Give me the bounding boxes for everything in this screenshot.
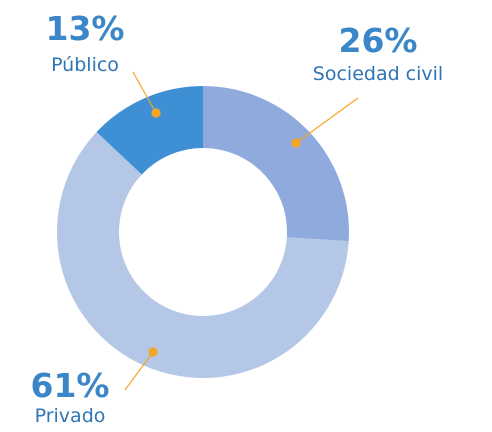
leader-dot bbox=[148, 347, 158, 357]
category-label: Sociedad civil bbox=[313, 63, 443, 85]
donut-segment bbox=[56, 132, 349, 378]
leader-line bbox=[124, 351, 154, 391]
value-label: 61% bbox=[31, 366, 110, 405]
leader-lines bbox=[124, 71, 359, 391]
category-label: Privado bbox=[35, 405, 106, 427]
donut-segment bbox=[96, 86, 203, 175]
leader-line bbox=[295, 97, 359, 144]
category-label: Público bbox=[51, 54, 119, 76]
value-label: 13% bbox=[46, 9, 125, 48]
leader-dot bbox=[291, 138, 301, 148]
leader-line bbox=[132, 71, 157, 114]
donut-segment bbox=[203, 86, 350, 242]
value-label: 26% bbox=[339, 21, 418, 60]
leader-dot bbox=[151, 108, 161, 118]
